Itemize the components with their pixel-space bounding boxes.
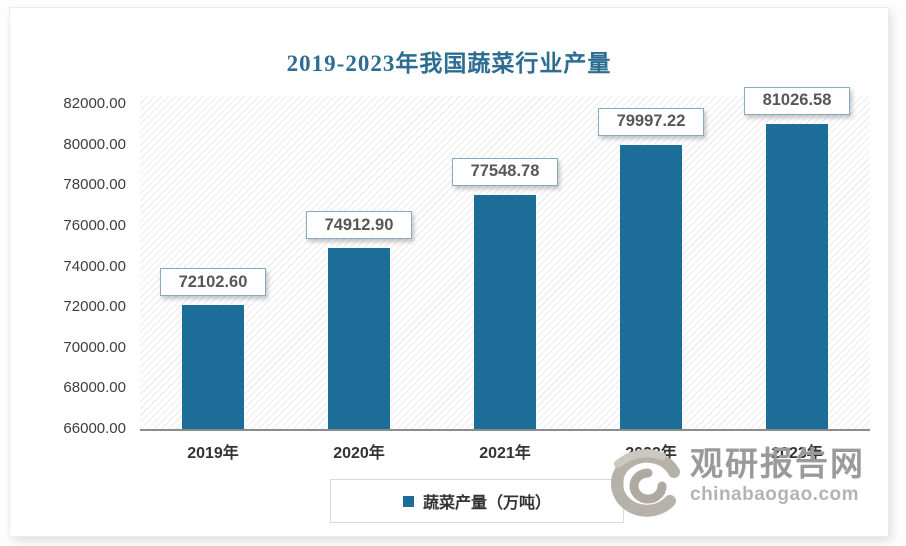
bar-2020年 — [328, 248, 390, 429]
x-tick-label: 2023年 — [771, 445, 823, 462]
y-tick-label: 76000.00 — [63, 216, 126, 234]
y-tick-label: 72000.00 — [63, 298, 126, 316]
y-tick-label: 80000.00 — [63, 135, 126, 153]
x-tick-label: 2020年 — [333, 445, 385, 462]
y-tick-label: 74000.00 — [63, 257, 126, 275]
value-label-2023年: 81026.58 — [744, 86, 850, 115]
value-label-2022年: 79997.22 — [598, 107, 704, 136]
y-tick-label: 78000.00 — [63, 176, 126, 194]
x-tick-label: 2019年 — [187, 445, 239, 462]
x-tick-label: 2021年 — [479, 445, 531, 462]
bar-2022年 — [620, 144, 682, 429]
watermark-domain: chinabaogao.com — [690, 484, 860, 505]
value-label-2019年: 72102.60 — [160, 268, 266, 297]
legend-label: 蔬菜产量（万吨） — [422, 495, 551, 512]
bar-2023年 — [766, 123, 828, 429]
bar-2021年 — [474, 194, 536, 429]
value-label-2020年: 74912.90 — [306, 211, 412, 240]
chart-title: 2019-2023年我国蔬菜行业产量 — [286, 51, 612, 76]
y-tick-label: 68000.00 — [63, 379, 126, 397]
value-label-2021年: 77548.78 — [452, 157, 558, 186]
x-tick-label: 2022年 — [625, 445, 677, 462]
y-tick-label: 70000.00 — [63, 338, 126, 356]
chart-card: 2019-2023年我国蔬菜行业产量 66000.00 68000.00 70000… — [10, 8, 888, 536]
bar-2019年 — [182, 305, 244, 429]
y-tick-label: 82000.00 — [63, 95, 126, 113]
y-tick-label: 66000.00 — [63, 420, 126, 437]
legend: 蔬菜产量（万吨） — [330, 479, 624, 523]
legend-marker-icon — [402, 495, 414, 507]
